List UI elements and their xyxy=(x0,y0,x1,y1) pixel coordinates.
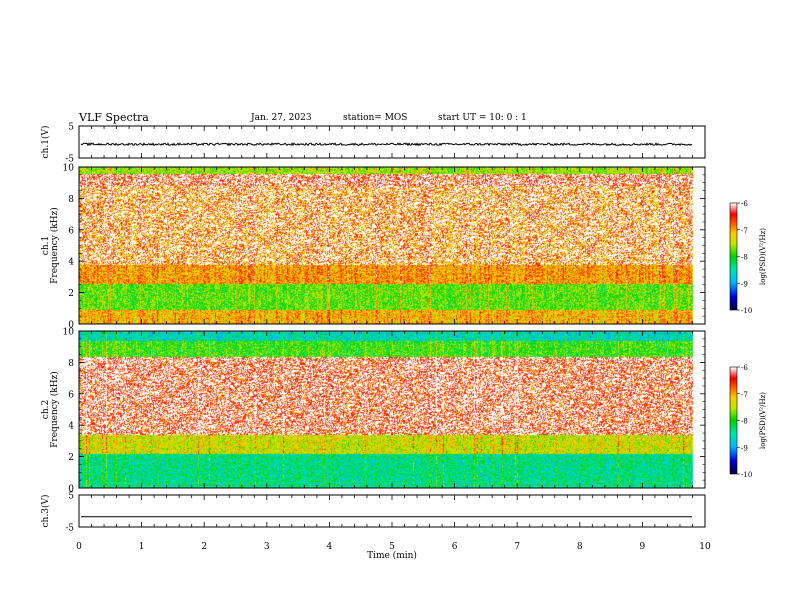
sp2-ytick-label: 0 xyxy=(68,485,74,495)
sp1-colorbar xyxy=(730,203,737,310)
sp2-ytick-label: 6 xyxy=(68,390,74,400)
sp2-ylabel: Frequency (kHz) xyxy=(49,371,60,448)
sp1-colorbar-tick-label: -8 xyxy=(741,254,748,262)
sp2-colorbar-tick-label: -9 xyxy=(741,444,748,452)
sp2-colorbar-tick-label: -8 xyxy=(741,418,748,426)
sp1-colorbar-label: log(PSD)(V²/Hz) xyxy=(759,228,767,285)
xtick-label: 0 xyxy=(76,542,82,552)
xtick-label: 2 xyxy=(201,542,207,552)
sp2-ytick-label: 2 xyxy=(68,453,74,463)
ch3-ytick-label: -5 xyxy=(65,524,74,534)
xtick-label: 5 xyxy=(389,542,395,552)
x-axis-label: Time (min) xyxy=(367,550,417,561)
sp1-ylabel: Frequency (kHz) xyxy=(49,207,60,284)
sp1-colorbar-tick-label: -7 xyxy=(741,227,748,235)
xtick-label: 8 xyxy=(577,542,583,552)
ch3-ylabel: ch.3(V) xyxy=(40,495,51,528)
ch1-ytick-label: -5 xyxy=(65,155,74,165)
sp1-colorbar-tick-label: -6 xyxy=(741,200,748,208)
sp1-ylabel: ch.1 xyxy=(41,236,51,255)
xtick-label: 3 xyxy=(264,542,270,552)
ch2-spectrogram-image xyxy=(79,331,705,488)
xtick-label: 10 xyxy=(699,542,711,552)
sp2-colorbar-tick-label: -10 xyxy=(741,471,752,479)
sp1-ytick-label: 4 xyxy=(68,258,74,268)
sp2-colorbar xyxy=(730,367,737,474)
ch1-ylabel: ch.1(V) xyxy=(40,126,51,159)
chart-title: VLF Spectra xyxy=(79,111,149,124)
ch1-ytick-label: 5 xyxy=(68,123,74,133)
xtick-label: 4 xyxy=(327,542,333,552)
start-time-label: start UT = 10: 0 : 1 xyxy=(438,113,527,123)
station-label: station= MOS xyxy=(343,113,408,123)
sp2-colorbar-tick-label: -6 xyxy=(741,364,748,372)
sp2-colorbar-tick-label: -7 xyxy=(741,391,748,399)
sp1-ytick-label: 8 xyxy=(68,195,74,205)
xtick-label: 9 xyxy=(640,542,646,552)
sp1-ytick-label: 10 xyxy=(63,164,75,174)
sp2-ylabel: ch.2 xyxy=(41,400,51,419)
sp1-ytick-label: 6 xyxy=(68,226,74,236)
sp2-ytick-label: 10 xyxy=(63,328,75,338)
xtick-label: 6 xyxy=(452,542,458,552)
sp1-colorbar-tick-label: -9 xyxy=(741,280,748,288)
date-label: Jan. 27, 2023 xyxy=(251,113,312,123)
sp1-ytick-label: 2 xyxy=(68,289,74,299)
xtick-label: 7 xyxy=(514,542,520,552)
sp2-colorbar-label: log(PSD)(V²/Hz) xyxy=(759,392,767,449)
sp1-ytick-label: 0 xyxy=(68,321,74,331)
sp1-colorbar-tick-label: -10 xyxy=(741,307,752,315)
sp2-ytick-label: 4 xyxy=(68,422,74,432)
ch1-voltage-trace xyxy=(80,142,693,147)
ch1-spectrogram-image xyxy=(79,167,705,324)
sp2-ytick-label: 8 xyxy=(68,359,74,369)
ch3-ytick-label: 5 xyxy=(68,492,74,502)
xtick-label: 1 xyxy=(139,542,145,552)
